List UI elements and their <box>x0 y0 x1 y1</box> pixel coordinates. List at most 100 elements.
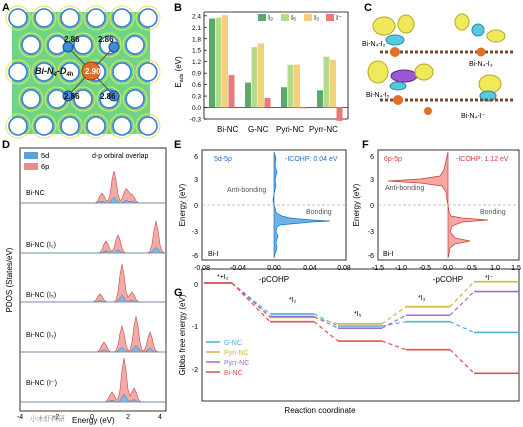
f-x-tick: -1.0 <box>395 265 407 272</box>
b-legend-swatch <box>281 14 289 21</box>
charge-void <box>8 116 28 136</box>
charge-contour <box>31 59 57 85</box>
panel-g-letter: G <box>174 287 183 299</box>
bismuth-atom <box>390 47 400 57</box>
b-legend-swatch <box>304 14 312 21</box>
d-x-tick: -4 <box>17 414 23 421</box>
charge-lobe <box>367 60 389 84</box>
panel-g: G 0 -1 -2 Gibbs free energy (eV) Reactio… <box>174 268 520 415</box>
f-y-tick: 3 <box>370 177 374 184</box>
charge-contour <box>83 5 109 31</box>
d-legend-6p: 6p <box>41 162 49 171</box>
panel-c-letter: C <box>364 2 372 14</box>
charge-contour <box>122 86 148 112</box>
b-bar <box>317 90 323 108</box>
e-cohp-curve <box>272 151 331 259</box>
f-y-tick: -3 <box>368 229 374 236</box>
f-x-tick: 1.5 <box>511 265 521 272</box>
nitrogen-atom <box>62 41 74 53</box>
f-antibonding-label: Anti-bonding <box>385 185 424 192</box>
bismuth-atom <box>476 47 486 57</box>
g-transition <box>313 316 339 325</box>
charge-void <box>8 8 28 28</box>
f-cohp-curve <box>387 151 489 259</box>
d-legend-swatch-5d <box>24 152 38 159</box>
b-y-ticks: -0.3 0.0 0.3 0.6 0.9 1.2 1.5 1.8 2.1 2.4 <box>190 13 207 124</box>
charge-void <box>138 8 158 28</box>
distance-label: 2.86 <box>64 92 80 101</box>
e-x-tick: -0.08 <box>194 265 210 272</box>
g-step-label: *I₂ <box>289 297 297 304</box>
d-x-tick: 4 <box>158 414 162 421</box>
b-legend-swatch <box>326 14 334 21</box>
charge-void <box>73 89 93 109</box>
b-bar <box>251 47 258 108</box>
d-legend-5d: 5d <box>41 151 49 160</box>
e-y-tick: -6 <box>192 253 198 260</box>
charge-density-pattern <box>5 5 161 139</box>
b-y-tick-label: -0.3 <box>190 117 202 124</box>
charge-contour <box>96 86 122 112</box>
g-transition <box>381 321 407 327</box>
f-x-tick: -1.5 <box>372 265 384 272</box>
d-frame <box>19 147 167 412</box>
b-bar <box>245 82 251 108</box>
g-y-tick: -1 <box>192 324 198 331</box>
charge-contour <box>31 5 57 31</box>
charge-contour <box>18 86 44 112</box>
g-y-label: Gibbs free energy (eV) <box>178 294 187 375</box>
d-row-label: Bi-NC (I₂) <box>26 242 56 249</box>
charge-void <box>112 62 132 82</box>
charge-void <box>60 8 80 28</box>
d-x-tick: -2 <box>53 414 59 421</box>
b-category-label: G-NC <box>248 125 269 134</box>
d-row-label: Bi-NC <box>26 190 45 197</box>
b-legend-swatch <box>258 14 266 21</box>
charge-contour <box>57 5 83 31</box>
e-y-tick: 6 <box>194 154 198 161</box>
d-5d-curve <box>20 393 166 403</box>
b-bar <box>258 43 264 108</box>
distance-label: 2.86 <box>98 35 114 44</box>
b-bars <box>209 15 343 121</box>
g-legend-label: Bi-NC <box>224 370 243 377</box>
charge-contour <box>135 59 161 85</box>
charge-contour <box>83 113 109 139</box>
b-legend-label: I₂ <box>268 13 273 22</box>
g-y-tick: 0 <box>194 282 198 289</box>
d-row-label: Bi-NC (I₅) <box>26 292 56 299</box>
charge-contour <box>109 113 135 139</box>
charge-void <box>112 8 132 28</box>
f-x-tick: 0.0 <box>443 265 453 272</box>
d-y-label: PDOS (States/eV) <box>5 247 14 312</box>
f-x-tick: -0.5 <box>419 265 431 272</box>
charge-contour <box>31 113 57 139</box>
g-transition <box>313 315 339 329</box>
g-legend-label: Pyrr-NC <box>224 360 249 367</box>
panel-f: F 6p-5p -ICOHP: 1.12 eV Anti-bonding Bon… <box>352 139 521 284</box>
e-x-tick: 0.08 <box>337 265 351 272</box>
charge-contour <box>96 32 122 58</box>
panel-a: A 2.86 2.86 2.86 2.86 2.90 Bi-N4-D4h <box>2 2 161 139</box>
b-legend: I₂ I₅ I₃ I⁻ <box>258 13 342 22</box>
site-label: Bi-N4-D4h <box>35 66 74 78</box>
b-y-tick-label: 1.8 <box>192 36 201 43</box>
panel-e-letter: E <box>174 139 181 151</box>
charge-void <box>60 62 80 82</box>
b-bar <box>330 59 336 108</box>
e-icohp: -ICOHP: 0.04 eV <box>285 156 338 163</box>
charge-contour <box>109 59 135 85</box>
b-y-label: Eads(eV) <box>174 56 185 88</box>
nitrogen-atom <box>108 90 120 102</box>
g-transition <box>381 340 407 351</box>
charge-contour <box>135 5 161 31</box>
g-step-label: *I₃ <box>418 295 426 302</box>
b-bar <box>209 18 215 108</box>
b-y-tick-label: 2.1 <box>192 25 201 32</box>
charge-contour <box>122 32 148 58</box>
d-row-label: Bi-NC (I₃) <box>26 332 56 339</box>
b-bar <box>336 107 343 121</box>
e-x-tick: 0.00 <box>267 265 281 272</box>
charge-void <box>34 8 54 28</box>
